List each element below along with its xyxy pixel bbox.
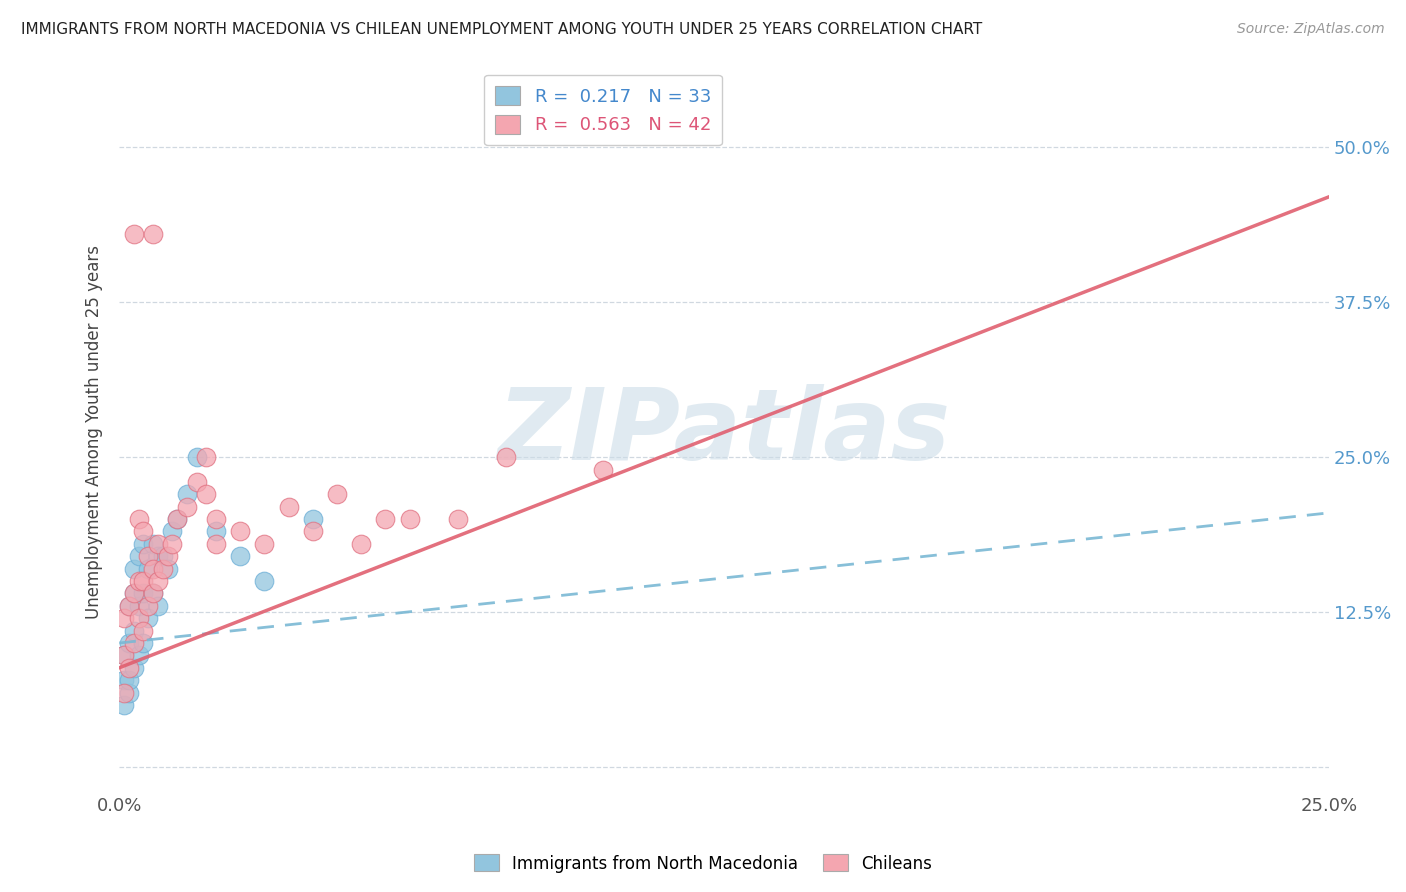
- Point: [128, 648, 150, 663]
- Point: [176, 500, 198, 514]
- Point: [132, 537, 155, 551]
- Point: [136, 611, 159, 625]
- Point: [118, 636, 141, 650]
- Point: [128, 512, 150, 526]
- Point: [128, 611, 150, 625]
- Point: [162, 524, 184, 539]
- Point: [142, 537, 165, 551]
- Point: [142, 586, 165, 600]
- Point: [205, 524, 228, 539]
- Point: [166, 512, 188, 526]
- Point: [128, 549, 150, 564]
- Point: [398, 512, 420, 526]
- Point: [253, 574, 276, 588]
- Point: [447, 512, 470, 526]
- Point: [118, 661, 141, 675]
- Point: [146, 574, 169, 588]
- Point: [301, 524, 323, 539]
- Point: [142, 586, 165, 600]
- Point: [176, 487, 198, 501]
- Point: [301, 512, 323, 526]
- Point: [132, 524, 155, 539]
- Point: [132, 624, 155, 638]
- Point: [122, 661, 145, 675]
- Legend: Immigrants from North Macedonia, Chileans: Immigrants from North Macedonia, Chilean…: [467, 847, 939, 880]
- Point: [112, 698, 135, 712]
- Point: [166, 512, 188, 526]
- Point: [350, 537, 373, 551]
- Point: [146, 599, 169, 613]
- Point: [205, 512, 228, 526]
- Point: [205, 537, 228, 551]
- Point: [112, 648, 135, 663]
- Point: [122, 227, 145, 241]
- Point: [277, 500, 299, 514]
- Point: [374, 512, 396, 526]
- Point: [112, 673, 135, 688]
- Point: [326, 487, 349, 501]
- Point: [229, 524, 252, 539]
- Point: [253, 537, 276, 551]
- Point: [122, 636, 145, 650]
- Y-axis label: Unemployment Among Youth under 25 years: Unemployment Among Youth under 25 years: [86, 245, 103, 619]
- Point: [136, 599, 159, 613]
- Point: [195, 487, 218, 501]
- Point: [146, 537, 169, 551]
- Point: [186, 475, 208, 489]
- Text: Source: ZipAtlas.com: Source: ZipAtlas.com: [1237, 22, 1385, 37]
- Point: [495, 450, 517, 464]
- Point: [128, 574, 150, 588]
- Point: [142, 227, 165, 241]
- Point: [132, 586, 155, 600]
- Point: [122, 561, 145, 575]
- Point: [152, 561, 174, 575]
- Point: [118, 685, 141, 699]
- Point: [112, 648, 135, 663]
- Point: [136, 549, 159, 564]
- Point: [122, 586, 145, 600]
- Point: [195, 450, 218, 464]
- Point: [132, 636, 155, 650]
- Point: [142, 561, 165, 575]
- Point: [229, 549, 252, 564]
- Point: [118, 673, 141, 688]
- Text: IMMIGRANTS FROM NORTH MACEDONIA VS CHILEAN UNEMPLOYMENT AMONG YOUTH UNDER 25 YEA: IMMIGRANTS FROM NORTH MACEDONIA VS CHILE…: [21, 22, 983, 37]
- Point: [112, 611, 135, 625]
- Point: [156, 561, 179, 575]
- Point: [186, 450, 208, 464]
- Point: [128, 599, 150, 613]
- Point: [162, 537, 184, 551]
- Text: ZIPatlas: ZIPatlas: [498, 384, 950, 481]
- Point: [592, 462, 614, 476]
- Point: [112, 685, 135, 699]
- Legend: R =  0.217   N = 33, R =  0.563   N = 42: R = 0.217 N = 33, R = 0.563 N = 42: [484, 75, 721, 145]
- Point: [118, 599, 141, 613]
- Point: [136, 561, 159, 575]
- Point: [146, 549, 169, 564]
- Point: [122, 586, 145, 600]
- Point: [152, 549, 174, 564]
- Point: [132, 574, 155, 588]
- Point: [156, 549, 179, 564]
- Point: [122, 624, 145, 638]
- Point: [118, 599, 141, 613]
